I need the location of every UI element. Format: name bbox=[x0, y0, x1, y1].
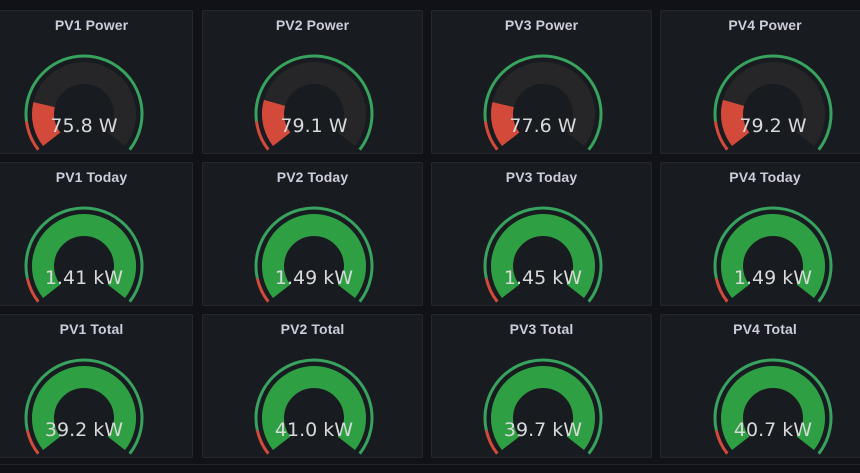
panel-title[interactable]: PV3 Power bbox=[504, 17, 579, 33]
panel-title[interactable]: PV1 Today bbox=[55, 169, 128, 185]
threshold-low-arc bbox=[254, 121, 270, 151]
threshold-ok-arc bbox=[713, 54, 833, 151]
gauge-chart: 79.2 W bbox=[713, 54, 833, 151]
gauge-value-arc bbox=[32, 366, 136, 450]
panel-title[interactable]: PV2 Today bbox=[276, 169, 349, 185]
gauge-value-arc bbox=[262, 214, 366, 298]
gauge-value-text: 1.49 kW bbox=[734, 267, 812, 289]
threshold-low-arc bbox=[713, 121, 729, 151]
threshold-ok-arc bbox=[713, 206, 833, 303]
gauge-panel[interactable]: PV1 Total 39.2 kW bbox=[0, 314, 193, 458]
threshold-ok-arc bbox=[713, 358, 833, 455]
gauge-panel[interactable]: PV4 Power 79.2 W bbox=[660, 10, 860, 154]
threshold-low-arc bbox=[25, 430, 40, 455]
gauge-panel[interactable]: PV2 Power 79.1 W bbox=[202, 10, 423, 154]
threshold-ok-arc bbox=[24, 54, 144, 151]
gauge-value-text: 1.49 kW bbox=[275, 267, 353, 289]
gauge-chart: 75.8 W bbox=[24, 54, 144, 151]
gauge-value-arc bbox=[491, 214, 595, 298]
gauge-value-text: 40.7 kW bbox=[734, 419, 812, 441]
threshold-ok-arc bbox=[24, 358, 144, 455]
gauge-chart: 79.1 W bbox=[254, 54, 374, 151]
threshold-low-arc bbox=[714, 430, 729, 455]
panel-title[interactable]: PV3 Total bbox=[509, 321, 574, 337]
gauge-panel[interactable]: PV1 Today 1.41 kW bbox=[0, 162, 193, 306]
next-row-edge bbox=[0, 464, 860, 473]
gauge-value-text: 77.6 W bbox=[509, 115, 576, 137]
threshold-ok-arc bbox=[254, 54, 374, 151]
threshold-ok-arc bbox=[254, 206, 374, 303]
gauge-chart: 41.0 kW bbox=[254, 358, 374, 455]
gauge-chart: 39.2 kW bbox=[24, 358, 144, 455]
threshold-ok-arc bbox=[24, 206, 144, 303]
gauge-value-arc bbox=[491, 102, 520, 147]
threshold-ok-arc bbox=[254, 358, 374, 455]
gauge-panel[interactable]: PV4 Today 1.49 kW bbox=[660, 162, 860, 306]
gauge-panel[interactable]: PV3 Power 77.6 W bbox=[431, 10, 652, 154]
threshold-low-arc bbox=[255, 278, 270, 303]
threshold-low-arc bbox=[483, 121, 499, 151]
panel-title[interactable]: PV3 Today bbox=[505, 169, 578, 185]
gauge-panel[interactable]: PV4 Total 40.7 kW bbox=[660, 314, 860, 458]
gauge-value-arc bbox=[721, 99, 750, 147]
threshold-low-arc bbox=[25, 278, 40, 303]
gauge-value-text: 79.2 W bbox=[739, 115, 806, 137]
gauge-value-text: 1.41 kW bbox=[45, 267, 123, 289]
threshold-ok-arc bbox=[483, 358, 603, 455]
gauge-value-text: 39.2 kW bbox=[45, 419, 123, 441]
gauge-value-text: 39.7 kW bbox=[504, 419, 582, 441]
gauge-value-arc bbox=[721, 214, 825, 298]
gauge-chart: 39.7 kW bbox=[483, 358, 603, 455]
gauge-panel[interactable]: PV2 Total 41.0 kW bbox=[202, 314, 423, 458]
gauge-value-text: 41.0 kW bbox=[275, 419, 353, 441]
gauge-value-text: 1.45 kW bbox=[504, 267, 582, 289]
gauge-panel[interactable]: PV1 Power 75.8 W bbox=[0, 10, 193, 154]
panel-title[interactable]: PV2 Power bbox=[275, 17, 350, 33]
panel-title[interactable]: PV1 Total bbox=[59, 321, 124, 337]
panel-title[interactable]: PV2 Total bbox=[280, 321, 345, 337]
gauge-chart: 1.49 kW bbox=[713, 206, 833, 303]
threshold-low-arc bbox=[714, 278, 729, 303]
gauge-panel[interactable]: PV3 Total 39.7 kW bbox=[431, 314, 652, 458]
gauge-chart: 1.41 kW bbox=[24, 206, 144, 303]
threshold-low-arc bbox=[484, 430, 499, 455]
gauge-value-text: 79.1 W bbox=[280, 115, 347, 137]
threshold-ok-arc bbox=[483, 54, 603, 151]
panel-title[interactable]: PV4 Today bbox=[729, 169, 801, 185]
gauge-value-arc bbox=[32, 102, 61, 147]
gauge-panel[interactable]: PV3 Today 1.45 kW bbox=[431, 162, 652, 306]
gauge-value-arc bbox=[262, 366, 366, 450]
gauge-value-arc bbox=[721, 366, 825, 450]
threshold-ok-arc bbox=[483, 206, 603, 303]
gauge-chart: 77.6 W bbox=[483, 54, 603, 151]
threshold-low-arc bbox=[484, 278, 499, 303]
gauge-chart: 1.45 kW bbox=[483, 206, 603, 303]
panel-title[interactable]: PV4 Power bbox=[728, 17, 802, 33]
gauge-chart: 40.7 kW bbox=[713, 358, 833, 455]
panel-title[interactable]: PV4 Total bbox=[733, 321, 797, 337]
threshold-low-arc bbox=[24, 121, 40, 151]
gauge-value-arc bbox=[262, 99, 291, 147]
panel-title[interactable]: PV1 Power bbox=[54, 17, 129, 33]
gauge-panel[interactable]: PV2 Today 1.49 kW bbox=[202, 162, 423, 306]
gauge-value-arc bbox=[491, 366, 595, 450]
gauge-chart: 1.49 kW bbox=[254, 206, 374, 303]
gauge-value-arc bbox=[32, 214, 136, 298]
gauge-value-text: 75.8 W bbox=[50, 115, 117, 137]
threshold-low-arc bbox=[255, 430, 270, 455]
